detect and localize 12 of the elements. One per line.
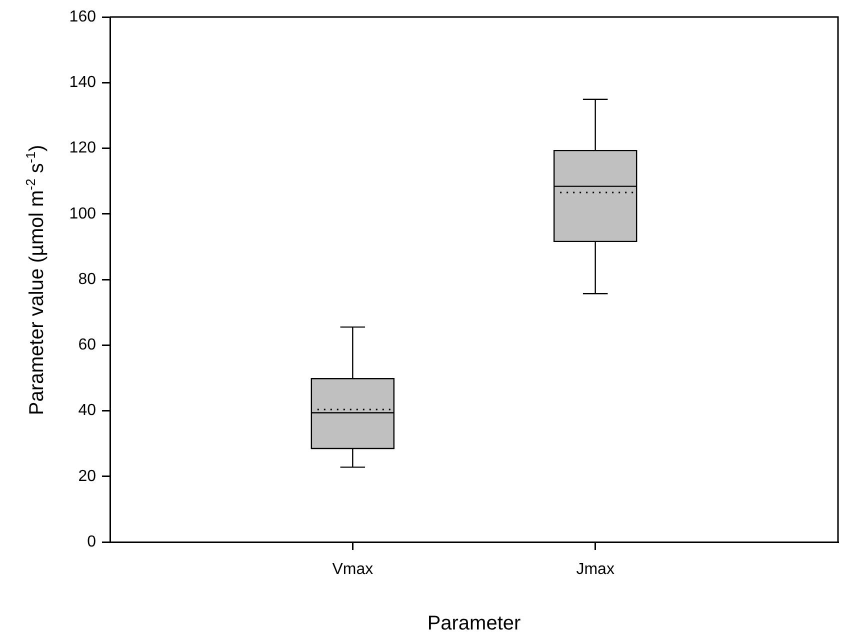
y-tick-label: 160 [69, 8, 96, 26]
x-axis-title: Parameter [427, 612, 522, 635]
y-tick-label: 20 [78, 468, 96, 485]
y-tick-label: 60 [78, 336, 96, 354]
y-tick-label: 100 [69, 205, 96, 222]
y-tick-label: 140 [69, 74, 96, 92]
x-tick-label: Jmax [576, 561, 614, 578]
y-tick-label: 40 [78, 402, 96, 420]
y-tick-label: 0 [87, 533, 96, 550]
y-tick-label: 120 [69, 140, 96, 157]
x-tick-label: Vmax [332, 561, 374, 578]
y-tick-label: 80 [78, 270, 96, 288]
